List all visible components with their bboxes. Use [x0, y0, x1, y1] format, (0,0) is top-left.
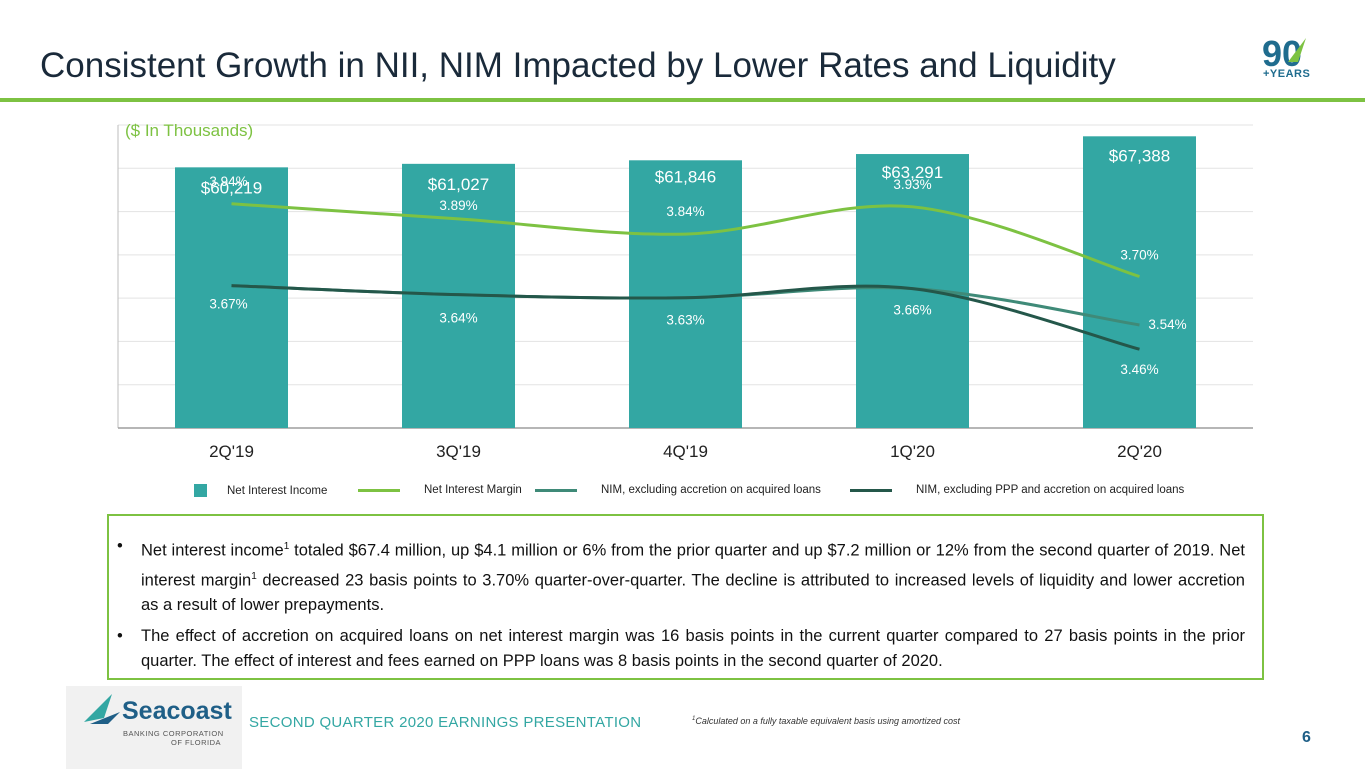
legend-item-nim: Net Interest Margin [358, 484, 522, 496]
ninety-years-badge-icon: 90 [1262, 33, 1306, 74]
x-tick-label: 2Q'19 [209, 442, 254, 461]
seacoast-sail-icon [84, 694, 120, 724]
legend-swatch-nim [358, 488, 400, 492]
nim-label: 3.89% [439, 198, 477, 213]
company-logo-subtitle: BANKING CORPORATION [123, 729, 224, 738]
nim-ex-accretion-label: 3.54% [1148, 317, 1186, 332]
company-logo-name: Seacoast [122, 697, 232, 725]
nim-ex-accretion-label: 3.63% [666, 313, 704, 328]
commentary-bullets: Net interest income1 totaled $67.4 milli… [117, 534, 1245, 680]
legend-label-nim: Net Interest Margin [424, 484, 522, 496]
nii-bar [175, 167, 288, 428]
nii-bar-label: $60,219 [201, 178, 262, 197]
legend-item-nii: Net Interest Income [194, 484, 327, 497]
x-tick-label: 4Q'19 [663, 442, 708, 461]
legend-swatch-nim-ex-ppp [850, 488, 892, 492]
bullet-item: The effect of accretion on acquired loan… [117, 624, 1245, 674]
legend-label-nii: Net Interest Income [227, 484, 328, 497]
legend-item-nim-ex-accretion: NIM, excluding accretion on acquired loa… [535, 484, 821, 496]
footnote: 1Calculated on a fully taxable equivalen… [692, 716, 960, 726]
nim-line [231, 202, 1140, 278]
x-tick-label: 3Q'19 [436, 442, 481, 461]
nim-ex-accretion-label: 3.64% [439, 311, 477, 326]
page-number: 6 [1302, 729, 1311, 746]
nim-label: 3.84% [666, 204, 704, 219]
units-label: ($ In Thousands) [125, 121, 254, 140]
nii-bar [629, 160, 742, 428]
presentation-label: SECOND QUARTER 2020 EARNINGS PRESENTATIO… [249, 714, 642, 731]
nii-bar-label: $61,027 [428, 175, 489, 194]
bullet-item: Net interest income1 totaled $67.4 milli… [117, 534, 1245, 618]
nim-ex-ppp-label: 3.46% [1120, 362, 1158, 377]
page-title: Consistent Growth in NII, NIM Impacted b… [40, 46, 1116, 85]
nim-ex-accretion-label: 3.67% [209, 297, 247, 312]
nim-label: 3.94% [209, 174, 247, 189]
x-tick-label: 1Q'20 [890, 442, 935, 461]
legend-label-nim-ex-accretion: NIM, excluding accretion on acquired loa… [601, 484, 821, 496]
legend-swatch-nii [194, 484, 207, 497]
company-logo-subtitle-2: OF FLORIDA [171, 738, 222, 747]
legend-swatch-nim-ex-accretion [535, 488, 577, 492]
title-divider [0, 98, 1365, 102]
nim-label: 3.93% [893, 177, 931, 192]
nim-label: 3.70% [1120, 248, 1158, 263]
nim-ex-accretion-label: 3.66% [893, 303, 931, 318]
nii-bar-label: $63,291 [882, 163, 943, 182]
x-tick-label: 2Q'20 [1117, 442, 1162, 461]
nii-bar [1083, 136, 1196, 429]
badge-text: +YEARS [1263, 68, 1311, 80]
commentary-box [107, 514, 1264, 680]
chart-legend: Net Interest Income Net Interest Margin … [0, 484, 1365, 498]
nim-ex-ppp-line [231, 284, 1140, 351]
nii-nim-chart: $60,219 $61,027 $61,846 $63,291 $67,388 3.94%… [117, 124, 1253, 461]
logo-panel [66, 686, 242, 769]
nii-bar-label: $67,388 [1109, 146, 1170, 165]
legend-label-nim-ex-ppp: NIM, excluding PPP and accretion on acqu… [916, 484, 1185, 496]
nii-bar-label: $61,846 [655, 167, 716, 186]
legend-item-nim-ex-ppp: NIM, excluding PPP and accretion on acqu… [850, 484, 1184, 496]
